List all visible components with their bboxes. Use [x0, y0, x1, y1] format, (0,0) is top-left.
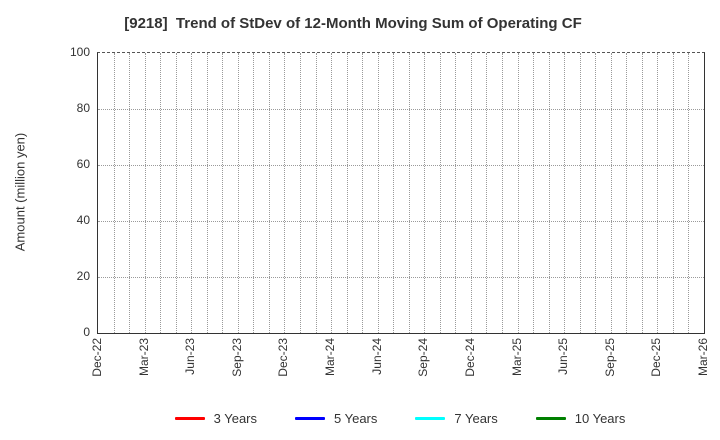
vertical-gridline: [533, 53, 535, 333]
vertical-gridline: [595, 53, 597, 333]
legend-item: 10 Years: [535, 410, 626, 426]
vertical-gridline: [175, 53, 177, 333]
vertical-gridline: [672, 53, 674, 333]
vertical-gridline: [144, 53, 146, 333]
horizontal-gridline: [98, 277, 704, 278]
legend-label: 5 Years: [334, 410, 378, 426]
vertical-gridline: [362, 53, 364, 333]
legend-label: 10 Years: [574, 410, 626, 426]
vertical-gridline: [610, 53, 612, 333]
vertical-gridline: [564, 53, 566, 333]
vertical-gridline: [517, 53, 519, 333]
vertical-gridline: [455, 53, 457, 333]
y-tick-label: 0: [83, 325, 90, 339]
vertical-gridline: [331, 53, 333, 333]
legend-label: 3 Years: [213, 410, 257, 426]
x-tick-label: Mar-23: [136, 338, 151, 377]
vertical-gridline: [237, 53, 239, 333]
vertical-gridline: [548, 53, 550, 333]
legend-line-swatch: [174, 416, 205, 420]
vertical-gridline: [439, 53, 441, 333]
x-tick-label: Sep-24: [416, 338, 431, 377]
legend-line-swatch: [295, 416, 325, 420]
vertical-gridline: [300, 53, 301, 333]
vertical-gridline: [191, 53, 193, 333]
y-tick-label: 20: [76, 269, 90, 283]
x-tick-label: Mar-26: [696, 338, 710, 377]
x-tick-label: Dec-24: [462, 338, 477, 377]
horizontal-gridline: [98, 165, 704, 166]
x-tick-label: Sep-25: [602, 338, 617, 377]
y-tick-label: 80: [76, 101, 90, 115]
vertical-gridline: [284, 53, 286, 333]
vertical-gridline: [253, 53, 255, 333]
x-tick-label: Mar-25: [509, 338, 524, 377]
y-tick-label: 100: [69, 45, 90, 59]
vertical-gridline: [377, 53, 379, 333]
vertical-gridline: [688, 53, 690, 333]
y-tick-label: 40: [76, 213, 90, 227]
vertical-gridline: [657, 53, 659, 333]
legend-item: 5 Years: [295, 411, 377, 426]
vertical-gridline: [315, 53, 317, 333]
vertical-gridline: [424, 53, 426, 333]
legend-line-swatch: [535, 416, 566, 420]
vertical-gridline: [346, 53, 348, 333]
legend: 3 Years 5 Years 7 Years 10 Years: [97, 406, 703, 430]
legend-label: 7 Years: [454, 410, 498, 426]
x-tick-label: Jun-25: [556, 338, 571, 375]
vertical-gridline: [393, 53, 395, 333]
horizontal-gridline: [98, 221, 704, 222]
vertical-gridline: [626, 53, 628, 333]
y-tick-label: 60: [76, 157, 90, 171]
legend-line-swatch: [415, 416, 446, 420]
x-tick-label: Dec-25: [649, 338, 664, 377]
x-tick-label: Dec-22: [90, 338, 104, 377]
x-tick-label: Jun-24: [369, 338, 384, 375]
y-axis-label: Amount (million yen): [12, 132, 28, 252]
vertical-gridline: [222, 53, 224, 333]
vertical-gridline: [502, 53, 503, 333]
vertical-gridline: [129, 53, 131, 333]
vertical-gridline: [579, 53, 581, 333]
vertical-gridline: [486, 53, 488, 333]
vertical-gridline: [206, 53, 208, 333]
x-tick-label: Jun-23: [183, 338, 198, 375]
vertical-gridline: [268, 53, 270, 333]
vertical-gridline: [160, 53, 162, 333]
horizontal-gridline: [98, 109, 704, 110]
vertical-gridline: [470, 53, 472, 333]
x-tick-label: Dec-23: [276, 338, 291, 377]
legend-item: 3 Years: [174, 410, 257, 426]
plot-area: [97, 52, 705, 334]
x-tick-label: Mar-24: [323, 338, 338, 377]
vertical-gridline: [641, 53, 643, 333]
vertical-gridline: [408, 53, 410, 333]
vertical-gridline: [113, 53, 115, 333]
chart-title: [9218] Trend of StDev of 12-Month Moving…: [124, 15, 582, 32]
legend-item: 7 Years: [415, 410, 498, 426]
x-tick-label: Sep-23: [229, 338, 244, 377]
